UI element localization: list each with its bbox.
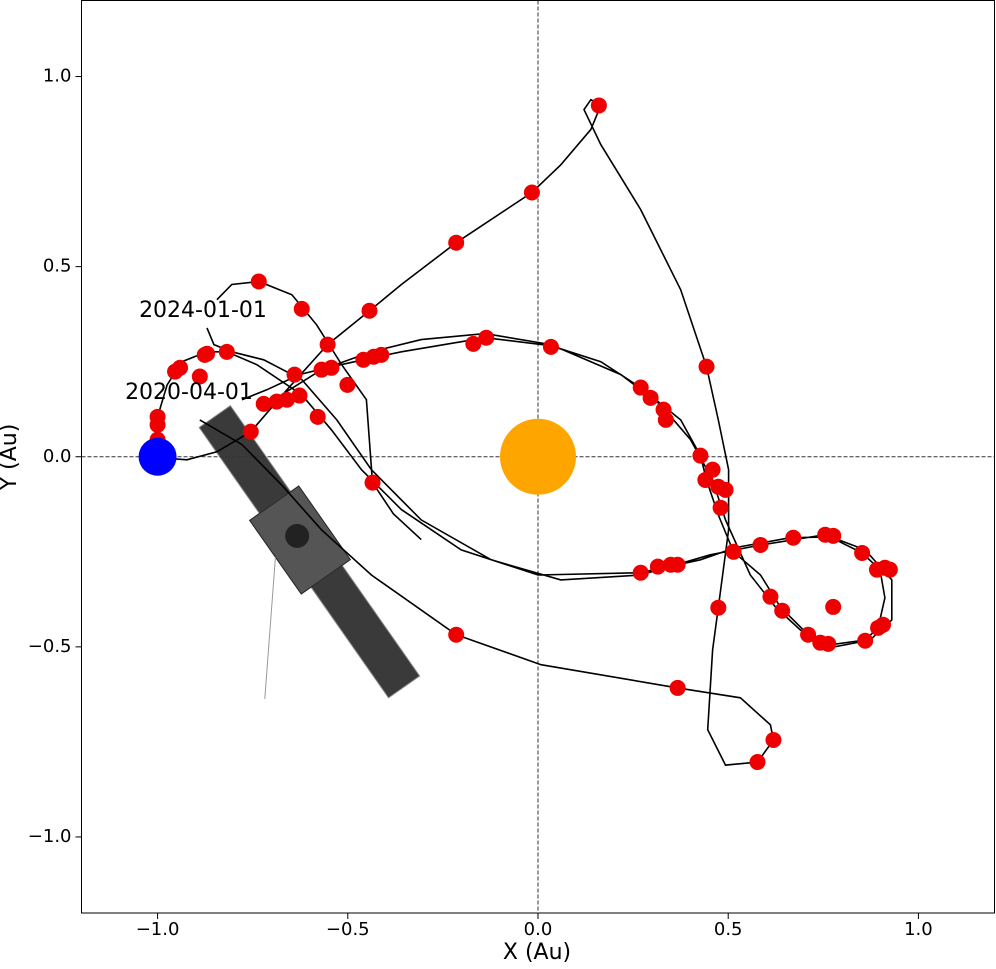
position-marker: [309, 408, 326, 425]
y-tick-label: 0.5: [43, 256, 72, 277]
y-tick-label: −0.5: [28, 636, 72, 657]
y-axis-label: Y (Au): [0, 424, 22, 492]
antenna: [264, 557, 276, 699]
position-marker: [774, 602, 791, 619]
x-tick-label: 0.5: [714, 919, 743, 940]
position-marker: [191, 368, 208, 385]
position-marker: [149, 416, 166, 433]
position-marker: [293, 300, 310, 317]
position-marker: [523, 184, 540, 201]
position-marker: [712, 499, 729, 516]
date-annotation: 2020-04-01: [125, 380, 253, 405]
position-marker: [632, 379, 649, 396]
position-marker: [448, 626, 465, 643]
position-marker: [669, 556, 686, 573]
position-marker: [255, 395, 272, 412]
position-marker: [218, 343, 235, 360]
x-axis-label: X (Au): [503, 940, 571, 965]
position-marker: [749, 754, 766, 771]
position-marker: [278, 391, 295, 408]
position-marker: [172, 359, 189, 376]
x-tick-label: −1.0: [136, 919, 180, 940]
y-tick-label: −1.0: [28, 826, 72, 847]
position-marker: [717, 481, 734, 498]
position-marker: [319, 336, 336, 353]
position-marker: [250, 273, 267, 290]
position-marker: [765, 732, 782, 749]
y-tick-label: 0.0: [43, 446, 72, 467]
x-tick-label: −0.5: [326, 919, 370, 940]
position-marker: [465, 335, 482, 352]
position-marker: [339, 376, 356, 393]
y-tick-label: 1.0: [43, 66, 72, 87]
sun-marker: [500, 418, 576, 495]
position-marker: [448, 234, 465, 251]
position-marker: [825, 527, 842, 544]
position-marker: [642, 389, 659, 406]
position-marker: [291, 387, 308, 404]
date-annotation: 2024-01-01: [139, 298, 267, 323]
position-marker: [242, 423, 259, 440]
position-marker: [361, 302, 378, 319]
position-marker: [692, 447, 709, 464]
satellite-image: [198, 404, 421, 699]
position-marker: [752, 536, 769, 553]
position-marker: [875, 616, 892, 633]
position-marker: [286, 366, 303, 383]
position-marker: [649, 558, 666, 575]
position-marker: [825, 598, 842, 615]
position-marker: [669, 679, 686, 696]
x-tick-label: 0.0: [524, 919, 553, 940]
position-marker: [812, 634, 829, 651]
x-tick-label: 1.0: [904, 919, 933, 940]
position-marker: [657, 411, 674, 428]
position-marker: [762, 588, 779, 605]
position-marker: [697, 471, 714, 488]
position-marker: [710, 599, 727, 616]
position-marker: [542, 338, 559, 355]
position-marker: [632, 564, 649, 581]
position-marker: [854, 544, 871, 561]
position-marker: [323, 359, 340, 376]
position-marker: [698, 358, 715, 375]
trajectory-line: [156, 98, 893, 766]
position-marker: [725, 543, 742, 560]
position-marker: [196, 346, 213, 363]
position-marker: [857, 632, 874, 649]
spacecraft-detail: [285, 523, 310, 548]
position-marker: [881, 561, 898, 578]
earth-marker: [138, 437, 177, 476]
position-marker: [590, 97, 607, 114]
position-marker: [785, 529, 802, 546]
position-marker: [800, 626, 817, 643]
position-marker: [373, 346, 390, 363]
position-marker: [364, 474, 381, 491]
position-marker: [478, 329, 495, 346]
